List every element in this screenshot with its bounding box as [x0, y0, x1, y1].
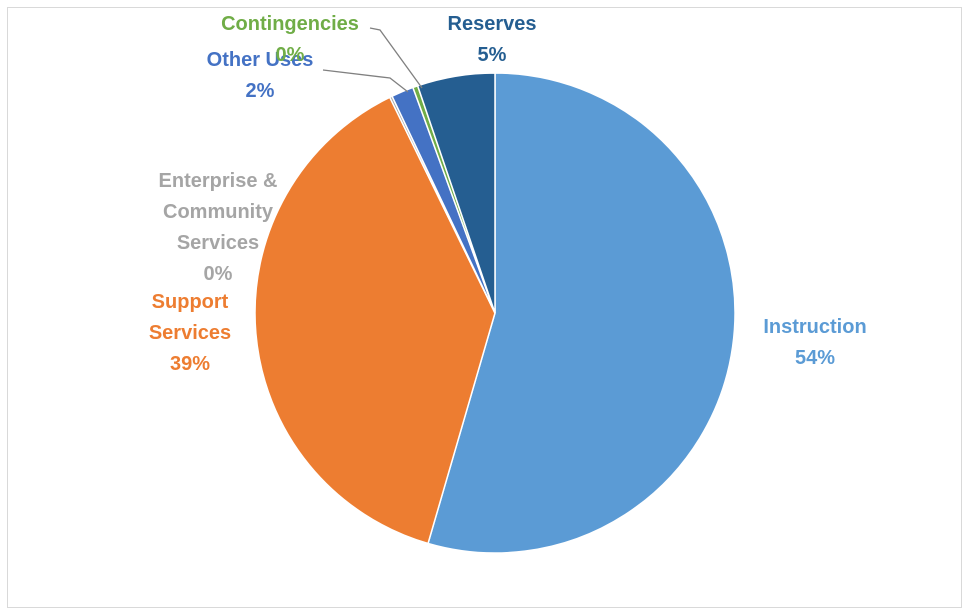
slice-reserves	[416, 72, 496, 314]
data-label-other-uses: Other Uses 2%	[207, 49, 314, 102]
slice-support-services	[254, 96, 496, 545]
leader-line	[369, 27, 423, 89]
slice-instruction	[427, 72, 736, 554]
data-label-enterprise-community-services: Enterprise & Community Services 0%	[159, 170, 278, 285]
data-label-instruction: Instruction 54%	[763, 316, 866, 369]
data-label-reserves: Reserves 5%	[448, 13, 537, 66]
data-label-support-services: Support Services 39%	[149, 291, 231, 375]
leader-line	[322, 69, 409, 93]
data-label-contingencies: Contingencies 0%	[221, 13, 359, 66]
